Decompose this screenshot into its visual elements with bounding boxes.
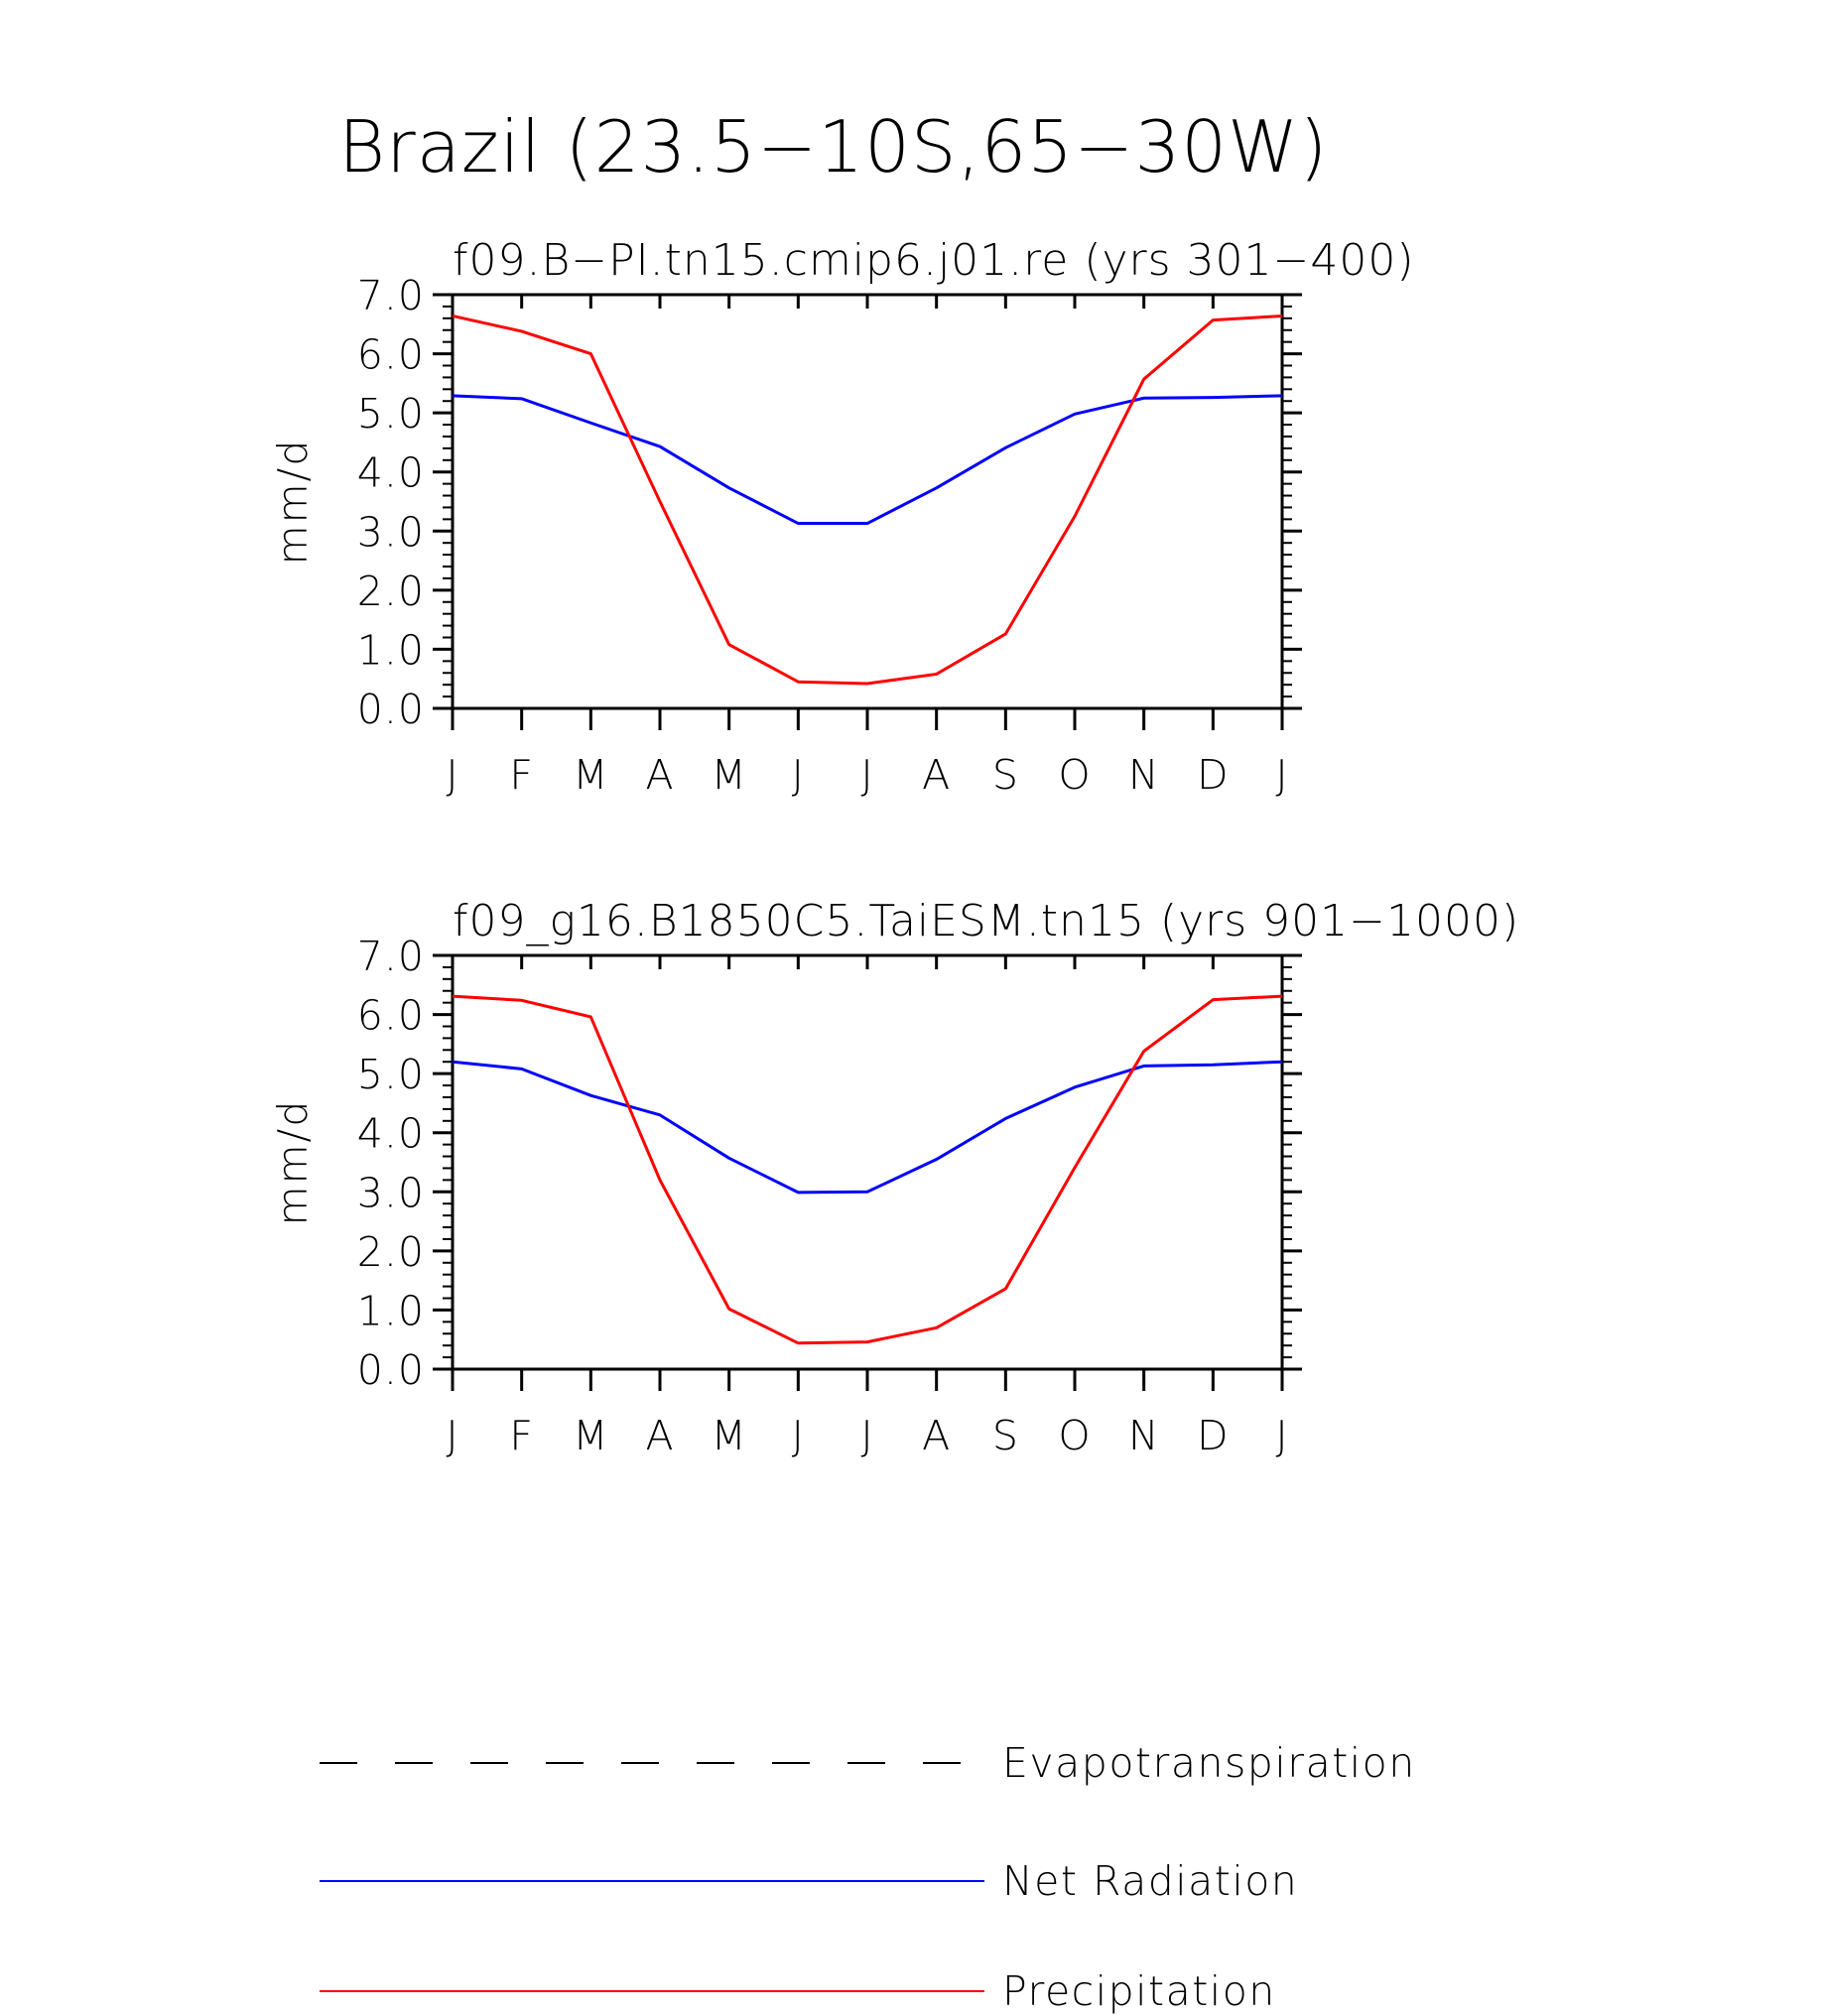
series-line <box>452 1060 1283 1195</box>
y-tick-label: 5.0 <box>357 1051 425 1098</box>
y-tick-label: 5.0 <box>357 390 425 438</box>
x-tick-label: J <box>860 1412 873 1459</box>
x-tick-label: J <box>446 1412 458 1459</box>
x-tick-label: O <box>1058 751 1091 799</box>
panel-title: f09.B−PI.tn15.cmip6.j01.re (yrs 301−400) <box>453 235 1415 286</box>
x-tick-label: J <box>1275 751 1288 799</box>
chart-panel-1: f09.B−PI.tn15.cmip6.j01.re (yrs 301−400)… <box>269 235 1415 799</box>
legend-label: Evapotranspiration <box>1002 1739 1416 1787</box>
y-tick-label: 7.0 <box>357 933 425 980</box>
legend-item-evapotranspiration: Evapotranspiration <box>320 1739 1416 1787</box>
y-tick-label: 6.0 <box>357 331 425 379</box>
x-tick-label: J <box>446 751 458 799</box>
x-tick-label: S <box>992 1412 1019 1459</box>
y-tick-label: 2.0 <box>357 1228 425 1276</box>
x-tick-label: M <box>573 1412 608 1459</box>
panel-title: f09_g16.B1850C5.TaiESM.tn15 (yrs 901−100… <box>453 896 1519 946</box>
y-axis-label: mm/d <box>269 439 317 566</box>
y-tick-label: 4.0 <box>357 449 425 497</box>
series-precipitation <box>452 994 1283 1345</box>
x-tick-label: J <box>792 1412 805 1459</box>
y-tick-label: 4.0 <box>357 1110 425 1158</box>
x-tick-label: S <box>992 751 1019 799</box>
x-tick-label: M <box>573 751 608 799</box>
series-line <box>452 994 1283 1345</box>
y-tick-label: 0.0 <box>357 1346 425 1394</box>
x-tick-label: F <box>509 1412 534 1459</box>
x-tick-label: N <box>1128 751 1160 799</box>
y-tick-label: 1.0 <box>357 626 425 674</box>
x-tick-label: A <box>645 1412 674 1459</box>
y-tick-label: 1.0 <box>357 1287 425 1334</box>
x-tick-label: J <box>860 751 873 799</box>
series-net-radiation <box>452 394 1283 526</box>
y-tick-label: 2.0 <box>357 567 425 615</box>
legend-label: Precipitation <box>1002 1967 1276 2015</box>
x-tick-label: D <box>1197 1412 1230 1459</box>
series-line <box>452 314 1283 686</box>
x-tick-label: A <box>922 1412 951 1459</box>
y-tick-label: 3.0 <box>357 1169 425 1216</box>
x-tick-label: F <box>509 751 534 799</box>
y-tick-label: 3.0 <box>357 508 425 556</box>
x-tick-label: N <box>1128 1412 1160 1459</box>
series-net-radiation <box>452 1060 1283 1195</box>
x-tick-label: A <box>645 751 674 799</box>
y-tick-label: 0.0 <box>357 686 425 733</box>
series-precipitation <box>452 314 1283 686</box>
x-tick-label: M <box>711 751 746 799</box>
main-title: Brazil (23.5−10S,65−30W) <box>338 105 1328 189</box>
x-tick-label: D <box>1197 751 1230 799</box>
series-line <box>452 394 1283 526</box>
x-tick-label: M <box>711 1412 746 1459</box>
chart-panel-2: f09_g16.B1850C5.TaiESM.tn15 (yrs 901−100… <box>269 896 1519 1459</box>
x-tick-label: J <box>1275 1412 1288 1459</box>
x-tick-label: A <box>922 751 951 799</box>
legend-item-precipitation: Precipitation <box>320 1967 1276 2015</box>
legend-item-net-radiation: Net Radiation <box>320 1857 1298 1905</box>
legend-label: Net Radiation <box>1002 1857 1298 1905</box>
plot-frame <box>451 953 1284 1371</box>
x-tick-label: O <box>1058 1412 1091 1459</box>
legend: Evapotranspiration Net Radiation Precipita… <box>320 1739 1416 2015</box>
x-tick-label: J <box>792 751 805 799</box>
plot-frame <box>451 293 1284 710</box>
y-axis-label: mm/d <box>269 1099 317 1226</box>
y-tick-label: 7.0 <box>357 272 425 319</box>
y-tick-label: 6.0 <box>357 992 425 1040</box>
